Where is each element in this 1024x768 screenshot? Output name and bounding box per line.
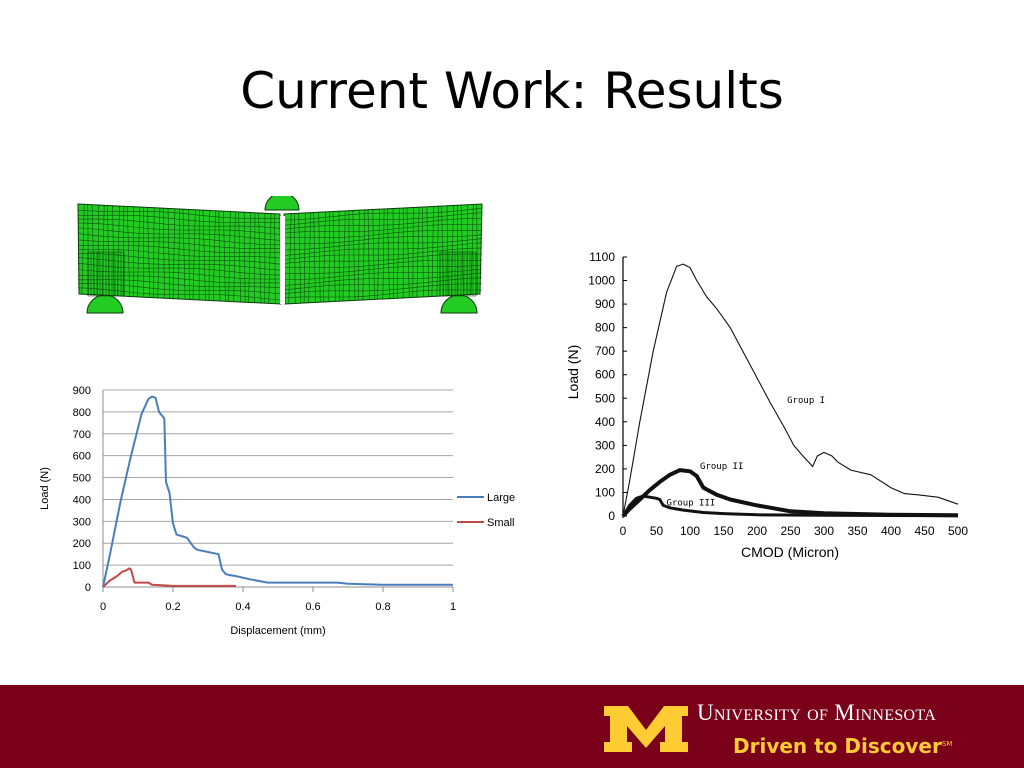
x-tick-label: 0.2 <box>165 601 180 613</box>
university-m-logo <box>604 706 689 753</box>
y-tick-label: 400 <box>595 415 615 429</box>
x-tick-label: 200 <box>747 524 767 538</box>
dense-mesh-zones <box>87 251 477 297</box>
x-tick-label: 250 <box>780 524 800 538</box>
y-tick-label: 200 <box>73 538 91 550</box>
series-label-group-i: Group I <box>787 396 825 406</box>
legend-label-large: Large <box>487 492 515 504</box>
mesh-diagram <box>77 196 483 314</box>
y-tick-label: 900 <box>73 385 91 397</box>
load-roller <box>264 196 300 211</box>
series-label-group-iii: Group III <box>667 498 716 508</box>
y-tick-label: 100 <box>595 485 615 499</box>
y-axis-label: Load (N) <box>565 345 581 399</box>
y-tick-label: 800 <box>595 321 615 335</box>
x-tick-label: 450 <box>914 524 934 538</box>
university-name: University of Minnesota <box>697 700 936 726</box>
y-tick-label: 500 <box>73 473 91 485</box>
series-line-large <box>102 395 453 588</box>
service-mark: SM <box>941 740 953 748</box>
notch-crack <box>280 216 285 304</box>
experimental-chart: 0 100 200 300 400 500 600 700 800 900 1000 1100 0 50 1… <box>565 250 968 560</box>
y-tick-label: 0 <box>85 582 91 594</box>
simulation-chart: 0 100 200 300 400 500 600 700 800 900 0 0.2 0.4 0.6 0.… <box>39 385 515 637</box>
x-tick-label: 50 <box>650 524 664 538</box>
series-line-group-ii <box>621 468 959 518</box>
x-tick-label: 300 <box>814 524 834 538</box>
y-tick-label: 600 <box>595 368 615 382</box>
y-tick-label: 700 <box>595 344 615 358</box>
y-tick-label: 400 <box>73 494 91 506</box>
x-tick-label: 1 <box>450 601 456 613</box>
legend-label-small: Small <box>487 517 515 529</box>
y-tick-label: 800 <box>73 407 91 419</box>
y-tick-label: 200 <box>595 462 615 476</box>
right-support <box>440 294 478 314</box>
y-tick-label: 700 <box>73 429 91 441</box>
x-tick-label: 0.4 <box>235 601 250 613</box>
y-tick-label: 0 <box>608 509 615 523</box>
y-tick-label: 1100 <box>589 250 615 264</box>
y-axis-label: Load (N) <box>39 467 51 510</box>
x-tick-label: 500 <box>948 524 968 538</box>
y-tick-label: 300 <box>595 438 615 452</box>
y-tick-label: 900 <box>595 297 615 311</box>
series-line-group-iii <box>621 494 959 518</box>
slide-title: Current Work: Results <box>240 62 784 120</box>
series-line-small <box>102 567 236 588</box>
x-tick-label: 0 <box>100 601 106 613</box>
x-tick-label: 400 <box>881 524 901 538</box>
series-line-group-i <box>622 263 959 517</box>
left-support <box>86 294 124 314</box>
footer-bar <box>0 685 1024 768</box>
x-axis-label: Displacement (mm) <box>230 625 325 637</box>
university-name-text: University of Minnesota <box>697 700 937 725</box>
x-tick-label: 0.6 <box>305 601 320 613</box>
y-tick-label: 1000 <box>588 274 615 288</box>
y-tick-label: 100 <box>73 560 91 572</box>
x-axis-label: CMOD (Micron) <box>741 544 839 560</box>
y-tick-label: 300 <box>73 516 91 528</box>
series-label-group-ii: Group II <box>700 462 743 472</box>
x-tick-label: 0.8 <box>375 601 390 613</box>
x-tick-label: 150 <box>713 524 733 538</box>
x-tick-label: 0 <box>620 524 627 538</box>
y-tick-label: 600 <box>73 451 91 463</box>
x-tick-label: 350 <box>847 524 867 538</box>
x-tick-label: 100 <box>680 524 700 538</box>
tagline: Driven to DiscoverSM <box>733 734 952 758</box>
mesh-group <box>77 196 483 314</box>
tagline-text: Driven to Discover <box>733 734 942 758</box>
y-tick-label: 500 <box>595 391 615 405</box>
